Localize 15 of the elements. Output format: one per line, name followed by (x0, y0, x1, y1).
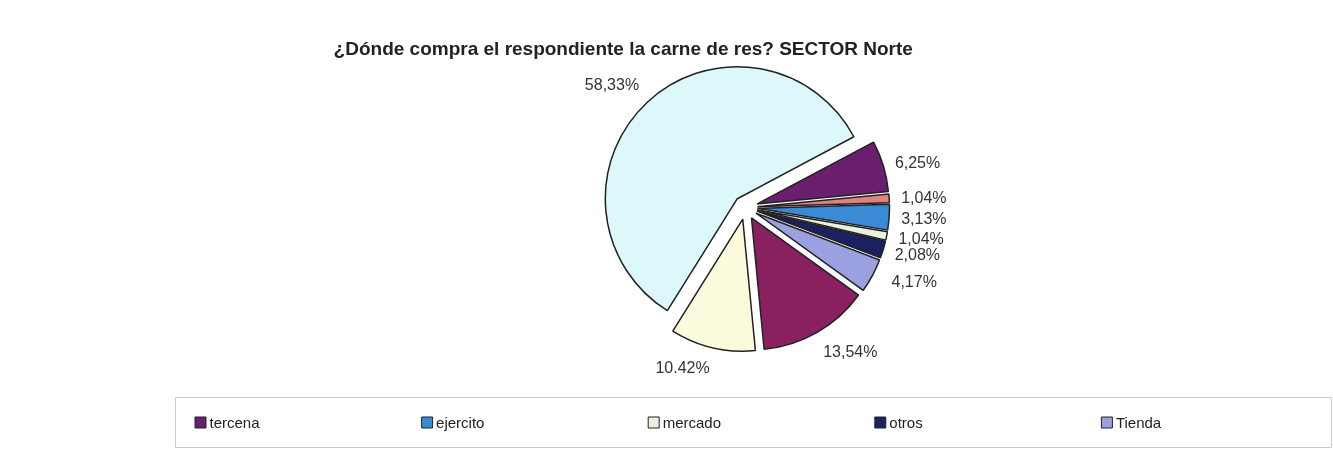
data-label: 3,13% (901, 209, 947, 227)
data-label: 13,54% (823, 342, 878, 360)
legend-label: ejercito (436, 414, 485, 431)
data-label: 58,33% (584, 76, 640, 94)
data-label: 1,04% (898, 229, 944, 247)
legend-label: tercena (209, 414, 261, 431)
data-label: 6,25% (894, 154, 941, 172)
chart-title: ¿Dónde compra el respondiente la carne de res? SECTOR Norte (333, 38, 913, 59)
data-label: 2,08% (894, 245, 941, 263)
data-label: 1,04% (901, 189, 947, 207)
legend-label: otros (889, 414, 923, 431)
data-label: 10.42% (655, 359, 710, 377)
legend-label: Tienda (1115, 414, 1162, 431)
legend-label: mercado (662, 414, 722, 431)
data-label: 4,17% (891, 272, 937, 290)
